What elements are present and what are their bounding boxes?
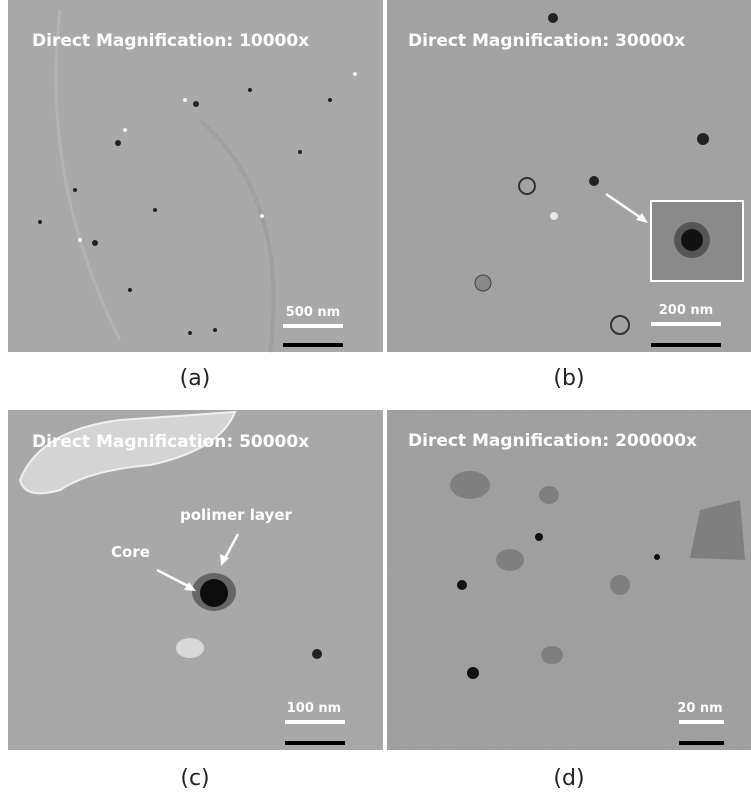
scale-bar-label: 100 nm: [287, 701, 341, 716]
scale-bar: [679, 741, 724, 745]
particle: [312, 649, 322, 659]
scale-bar: [283, 343, 343, 347]
magnification-label: Direct Magnification: 200000x: [408, 431, 697, 451]
magnification-label: Direct Magnification: 10000x: [32, 31, 309, 51]
annotation: Core: [111, 543, 150, 561]
scale-bar: [283, 324, 343, 328]
panel-caption: (b): [553, 366, 584, 391]
panel-caption: (d): [553, 766, 584, 791]
magnification-label: Direct Magnification: 50000x: [32, 432, 309, 452]
magnification-label: Direct Magnification: 30000x: [408, 31, 685, 51]
panel-c: Direct Magnification: 50000x polimer lay…: [8, 410, 383, 791]
figure: Direct Magnification: 10000x 500 nm (a) …: [0, 0, 751, 794]
scale-bar: [285, 720, 345, 724]
scale-bar-label: 200 nm: [659, 303, 713, 318]
scale-bar: [285, 741, 345, 745]
scale-bar-label: 20 nm: [677, 701, 722, 716]
annotation: polimer layer: [180, 506, 293, 524]
panel-caption: (c): [180, 766, 209, 791]
panel-d: Direct Magnification: 200000x 20 nm (d): [387, 410, 751, 791]
scale-bar: [651, 322, 721, 326]
scale-bar: [651, 343, 721, 347]
scale-bar: [679, 720, 724, 724]
panel-a: Direct Magnification: 10000x 500 nm (a): [8, 0, 383, 391]
inset-particle: [681, 229, 703, 251]
scale-bar-label: 500 nm: [286, 305, 340, 320]
panel-b: Direct Magnification: 30000x 200 nm (b): [387, 0, 751, 391]
micrograph: [387, 410, 751, 750]
texture: [176, 638, 204, 658]
panel-caption: (a): [180, 366, 211, 391]
core: [200, 579, 228, 607]
micrograph: [387, 0, 751, 352]
